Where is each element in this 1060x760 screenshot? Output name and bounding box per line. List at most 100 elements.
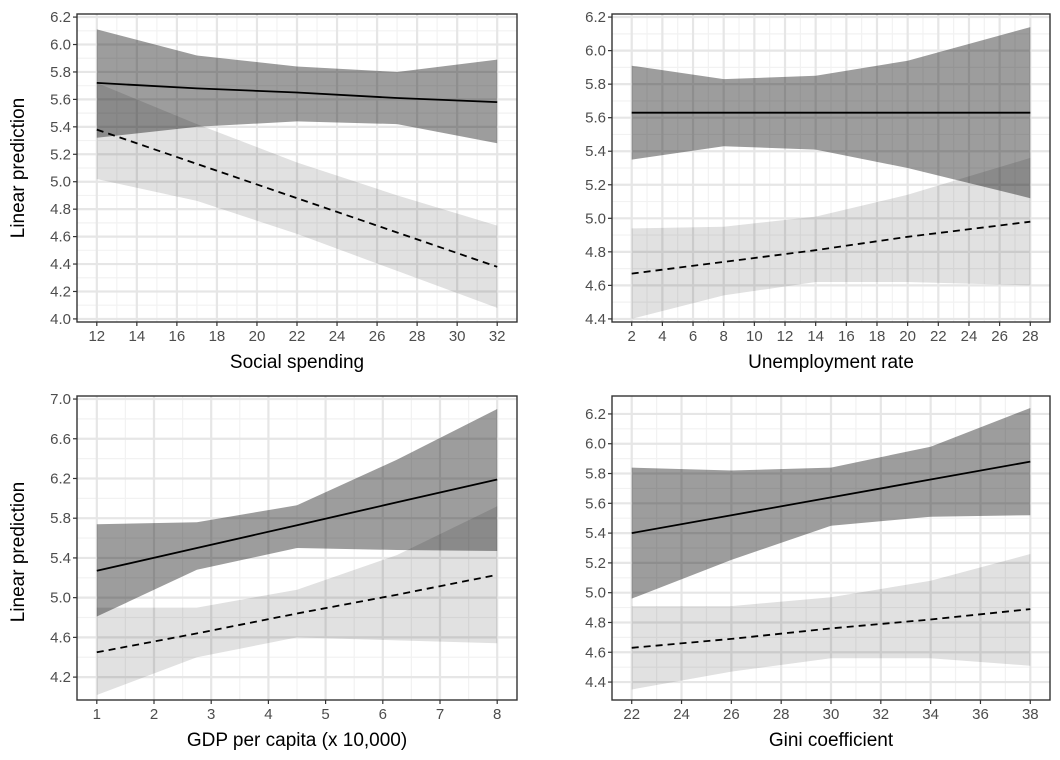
- panel-gini-coefficient: 22 24 26 28 30 32 34 36 38 4.4 4.6 4.8 5.0 5.2 5.4 5.6 5…: [585, 395, 1051, 751]
- x-tick-label: 7: [436, 706, 444, 723]
- y-tick-label: 5.6: [585, 495, 606, 512]
- y-tick-label: 5.2: [585, 555, 606, 572]
- x-tick-label: 12: [777, 328, 794, 345]
- dashed-prediction-line: [96, 128, 498, 268]
- x-tick-label: 24: [673, 706, 690, 723]
- x-axis-title: Gini coefficient: [769, 730, 894, 751]
- y-tick-label: 5.8: [585, 76, 606, 93]
- y-tick-label: 5.8: [50, 510, 71, 527]
- x-tick-label: 22: [289, 328, 306, 345]
- x-axis-title: Unemployment rate: [748, 352, 914, 373]
- y-tick-label: 4.4: [585, 674, 606, 691]
- y-tick-label: 4.4: [585, 311, 606, 328]
- x-tick-label: 28: [409, 328, 426, 345]
- x-tick-label: 2: [150, 706, 158, 723]
- solid-prediction-line: [631, 460, 1031, 534]
- x-tick-label: 32: [489, 328, 506, 345]
- x-tick-label: 20: [899, 328, 916, 345]
- y-tick-label: 4.8: [50, 201, 71, 218]
- dashed-prediction-line: [631, 608, 1031, 649]
- y-tick-label: 5.4: [50, 550, 71, 567]
- x-tick-label: 10: [746, 328, 763, 345]
- x-tick-label: 6: [379, 706, 387, 723]
- x-tick-label: 1: [93, 706, 101, 723]
- x-tick-label: 6: [689, 328, 697, 345]
- y-tick-label: 5.2: [585, 177, 606, 194]
- y-tick-label: 5.6: [50, 91, 71, 108]
- x-tick-label: 30: [823, 706, 840, 723]
- y-tick-label: 4.8: [585, 244, 606, 261]
- y-tick-label: 4.6: [50, 229, 71, 246]
- x-tick-label: 8: [493, 706, 501, 723]
- x-tick-label: 22: [930, 328, 947, 345]
- y-tick-label: 5.2: [50, 146, 71, 163]
- y-tick-label: 6.2: [50, 9, 71, 26]
- y-tick-label: 5.0: [50, 174, 71, 191]
- y-tick-label: 6.2: [585, 406, 606, 423]
- x-tick-label: 30: [449, 328, 466, 345]
- x-tick-label: 20: [249, 328, 266, 345]
- y-tick-label: 6.2: [585, 9, 606, 26]
- x-tick-label: 14: [128, 328, 145, 345]
- x-tick-label: 8: [720, 328, 728, 345]
- x-tick-label: 32: [872, 706, 889, 723]
- confidence-band-solid-series: [631, 408, 1031, 599]
- x-tick-label: 14: [807, 328, 824, 345]
- x-tick-label: 24: [329, 328, 346, 345]
- y-tick-label: 6.6: [50, 431, 71, 448]
- x-tick-label: 12: [88, 328, 105, 345]
- y-tick-label: 6.0: [585, 43, 606, 60]
- y-tick-label: 4.8: [585, 614, 606, 631]
- solid-prediction-line: [96, 82, 498, 103]
- x-tick-label: 16: [838, 328, 855, 345]
- y-tick-label: 5.0: [585, 585, 606, 602]
- x-tick-label: 24: [961, 328, 978, 345]
- x-tick-label: 26: [369, 328, 386, 345]
- y-tick-label: 4.6: [585, 644, 606, 661]
- y-tick-label: 5.6: [585, 110, 606, 127]
- y-tick-label: 4.0: [50, 311, 71, 328]
- y-tick-label: 5.8: [585, 466, 606, 483]
- confidence-band-solid-series: [96, 409, 498, 617]
- panel-gdp-per-capita: 1 2 3 4 5 6 7 8 4.2 4.6 5.0 5.4 5.8 6.2 6.6 7.0 GDP per …: [50, 391, 518, 751]
- x-tick-label: 4: [264, 706, 272, 723]
- x-tick-label: 26: [723, 706, 740, 723]
- y-tick-label: 6.0: [50, 37, 71, 54]
- dashed-prediction-line: [631, 220, 1031, 275]
- x-tick-label: 3: [207, 706, 215, 723]
- confidence-band-dashed-series: [96, 506, 498, 695]
- confidence-band-solid-series: [96, 29, 498, 144]
- y-tick-label: 6.0: [585, 436, 606, 453]
- x-tick-label: 36: [972, 706, 989, 723]
- y-tick-label: 4.4: [50, 256, 71, 273]
- x-tick-label: 28: [1022, 328, 1039, 345]
- x-tick-label: 26: [991, 328, 1008, 345]
- x-tick-label: 34: [922, 706, 939, 723]
- y-tick-label: 4.2: [50, 283, 71, 300]
- y-tick-label: 4.6: [585, 277, 606, 294]
- confidence-band-dashed-series: [631, 157, 1031, 319]
- panel-social-spending: 12 14 16 18 20 22 24 26 28 30 32 4.0 4.2 4.4 4.6 4.8 5.0…: [50, 9, 518, 373]
- y-tick-label: 5.4: [50, 119, 71, 136]
- y-tick-label: 5.4: [585, 143, 606, 160]
- panel-border: [611, 13, 1051, 323]
- solid-prediction-line: [96, 478, 498, 572]
- y-tick-label: 5.0: [585, 210, 606, 227]
- x-tick-label: 2: [628, 328, 636, 345]
- y-axis-title-bottom: Linear prediction: [8, 482, 29, 622]
- y-tick-label: 4.6: [50, 629, 71, 646]
- dashed-prediction-line: [96, 573, 498, 654]
- y-tick-label: 7.0: [50, 391, 71, 408]
- y-tick-label: 4.2: [50, 669, 71, 686]
- x-tick-label: 28: [773, 706, 790, 723]
- x-tick-label: 5: [321, 706, 329, 723]
- y-axis-title-top: Linear prediction: [8, 98, 29, 238]
- x-tick-label: 22: [623, 706, 640, 723]
- y-tick-label: 5.4: [585, 525, 606, 542]
- confidence-band-dashed-series: [96, 82, 498, 308]
- panel-border: [76, 395, 518, 701]
- y-tick-label: 5.8: [50, 64, 71, 81]
- x-tick-label: 4: [658, 328, 666, 345]
- confidence-band-dashed-series: [631, 554, 1031, 690]
